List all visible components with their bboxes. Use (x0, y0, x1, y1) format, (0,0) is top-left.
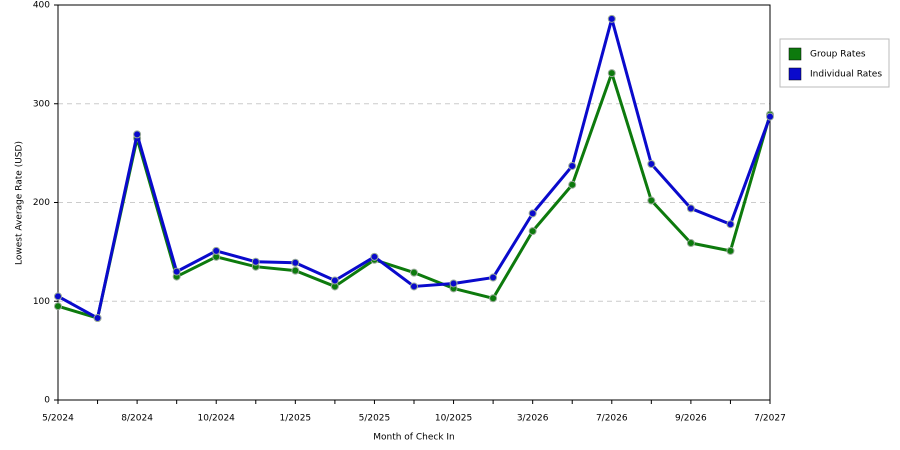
x-tick-label: 5/2025 (359, 414, 391, 424)
data-point (489, 273, 498, 282)
data-point (370, 252, 379, 261)
data-point (528, 227, 537, 236)
x-tick-label: 7/2027 (754, 414, 786, 424)
data-point (647, 159, 656, 168)
data-point (647, 196, 656, 205)
x-tick-label: 10/2024 (198, 414, 236, 424)
data-point (568, 180, 577, 189)
data-point (291, 266, 300, 275)
data-point (766, 112, 774, 121)
data-point (54, 292, 62, 301)
data-point (251, 257, 260, 266)
series-line (57, 71, 772, 320)
x-tick-label: 7/2026 (596, 414, 628, 424)
x-tick-label: 1/2025 (279, 414, 311, 424)
data-point (93, 314, 102, 323)
y-axis-label: Lowest Average Rate (USD) (15, 141, 25, 265)
y-tick-label: 200 (33, 198, 50, 208)
x-tick-label: 5/2024 (42, 414, 74, 424)
y-tick-label: 100 (33, 297, 50, 307)
x-axis-label: Month of Check In (373, 433, 455, 443)
legend-swatch (788, 67, 802, 81)
data-point (726, 246, 735, 255)
data-point (449, 279, 458, 288)
data-point (54, 302, 62, 311)
data-point (607, 14, 616, 23)
y-tick-label: 400 (33, 1, 50, 11)
legend-swatch (788, 47, 802, 61)
data-point (726, 220, 735, 229)
x-tick-label: 8/2024 (121, 414, 153, 424)
data-point (410, 268, 418, 277)
data-point (291, 258, 300, 267)
legend-label: Group Rates (810, 50, 866, 60)
x-tick-label: 9/2026 (675, 414, 707, 424)
data-point (133, 130, 142, 139)
data-point (330, 276, 339, 285)
data-point (607, 69, 616, 78)
data-point (528, 209, 537, 218)
data-point (212, 246, 221, 255)
data-point (410, 282, 418, 291)
x-tick-label: 3/2026 (517, 414, 549, 424)
x-tick-label: 10/2025 (435, 414, 472, 424)
y-tick-label: 300 (33, 99, 50, 109)
data-point (489, 294, 498, 303)
data-point (172, 267, 181, 276)
data-point (686, 238, 695, 247)
data-point (568, 161, 577, 170)
y-tick-label: 0 (44, 396, 50, 406)
data-point (686, 204, 695, 213)
legend-label: Individual Rates (810, 70, 882, 80)
